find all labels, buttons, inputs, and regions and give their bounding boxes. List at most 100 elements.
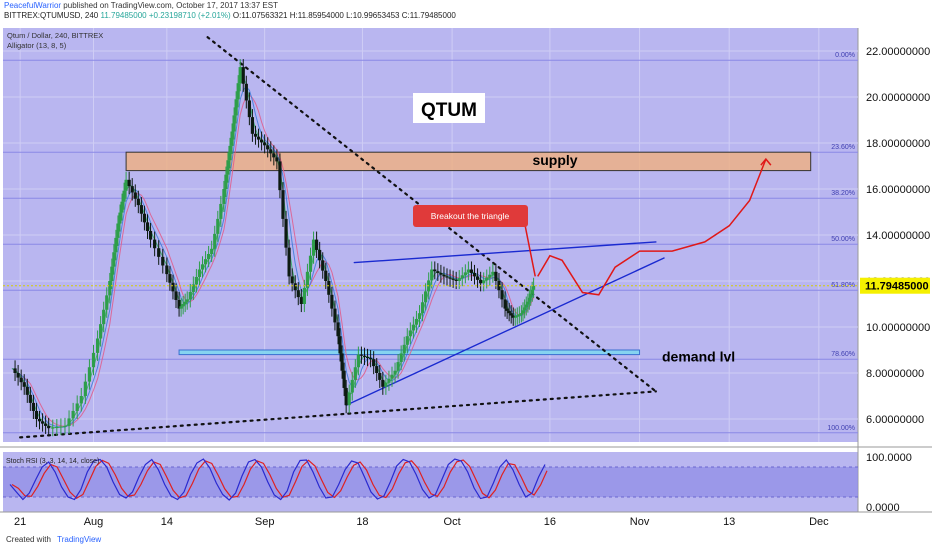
candle-body [318,249,322,261]
candle-body [19,377,23,383]
candle-body [451,278,455,280]
candle-body [272,153,276,158]
candle-body [161,256,165,266]
candle-body [207,253,211,260]
candle-body [333,308,337,323]
candle-body [114,237,118,253]
candle-body [234,99,238,116]
candle-body [509,313,513,316]
candle-body [47,425,51,429]
candle-body [384,382,388,387]
candle-body [145,222,150,231]
candle-body [405,336,409,345]
candle-body [365,356,370,359]
candle-body [290,276,294,284]
candle-body [356,354,360,368]
candle-body [253,133,258,137]
candle-body [269,149,273,154]
candle-body [133,192,137,199]
time-axis-label: 14 [161,516,173,528]
candle-body [230,131,234,146]
fib-level-label: 38.20% [831,190,855,197]
candle-body [321,260,325,271]
close-value: 11.79485000 [100,11,147,20]
candle-body [171,282,175,292]
candle-body [338,336,342,354]
candle-body [475,276,480,280]
candle-body [168,274,172,283]
candle-body [259,139,264,143]
candle-body [372,359,376,367]
candle-body [350,379,354,393]
candle-body [250,117,255,134]
candle-body [79,396,83,404]
author-link[interactable]: PeacefulWarrior [4,1,62,10]
tradingview-brand[interactable]: TradingView [57,535,102,544]
candle-body [34,410,39,419]
breakout-callout [413,205,528,227]
candle-body [439,272,443,275]
supply-zone [125,151,812,172]
candle-body [118,212,122,224]
candle-body [120,201,124,213]
candle-body [527,297,531,302]
candle-body [219,203,223,219]
candle-body [396,362,400,371]
trendline-descending [206,36,657,393]
candle-body [442,274,446,277]
time-axis-label: 16 [544,516,556,528]
candle-body [105,295,109,310]
candle-body [454,279,458,281]
candle-body [324,270,328,281]
candle-body [336,322,340,337]
close-label-value: C:11.79485000 [401,11,456,20]
candle-body [67,418,71,426]
candle-body [302,287,306,304]
candle-body [494,271,498,281]
candle-body [75,403,79,411]
title-box [413,93,485,123]
candle-body [519,313,523,315]
stoch-k-line [9,458,546,501]
high-value: H:11.85954000 [289,11,344,20]
candle-body [188,291,192,300]
candle-body [247,100,251,118]
candle-body [213,233,217,249]
candle-body [526,301,530,305]
candle-body [402,344,406,354]
candle-body [110,266,114,281]
candle-body [375,366,379,373]
candle-body [25,386,29,395]
candle-body [378,373,382,380]
candle-body [511,315,515,318]
candle-body [330,294,334,309]
candle-body [399,353,403,363]
candle-body [529,293,533,298]
candle-body [521,310,525,314]
candle-body [136,198,140,206]
candle-body [311,239,316,256]
symbol-legend: Qtum / Dollar, 240, BITTREX [7,31,104,40]
candle-body [197,269,202,277]
candle-body [130,186,134,193]
candle-body [315,239,319,250]
candle-body [393,370,397,375]
supply-label: supply [532,152,577,168]
candle-body [181,304,185,307]
candle-body [485,277,489,281]
candle-body [347,392,351,406]
candle-body [91,352,96,368]
price-axis-label: 20.00000000 [866,92,930,104]
candle-body [13,368,17,373]
low-value: L:10.99653453 [346,11,400,20]
candle-body [124,179,128,191]
candle-body [71,410,75,419]
candle-body [31,402,35,411]
candle-body [275,157,279,162]
candle-body [44,423,48,426]
time-axis-label: Dec [809,516,829,528]
candle-body [102,309,106,325]
candle-body [503,299,507,309]
alligator-legend: Alligator (13, 8, 5) [7,41,67,50]
candle-body [463,272,467,276]
